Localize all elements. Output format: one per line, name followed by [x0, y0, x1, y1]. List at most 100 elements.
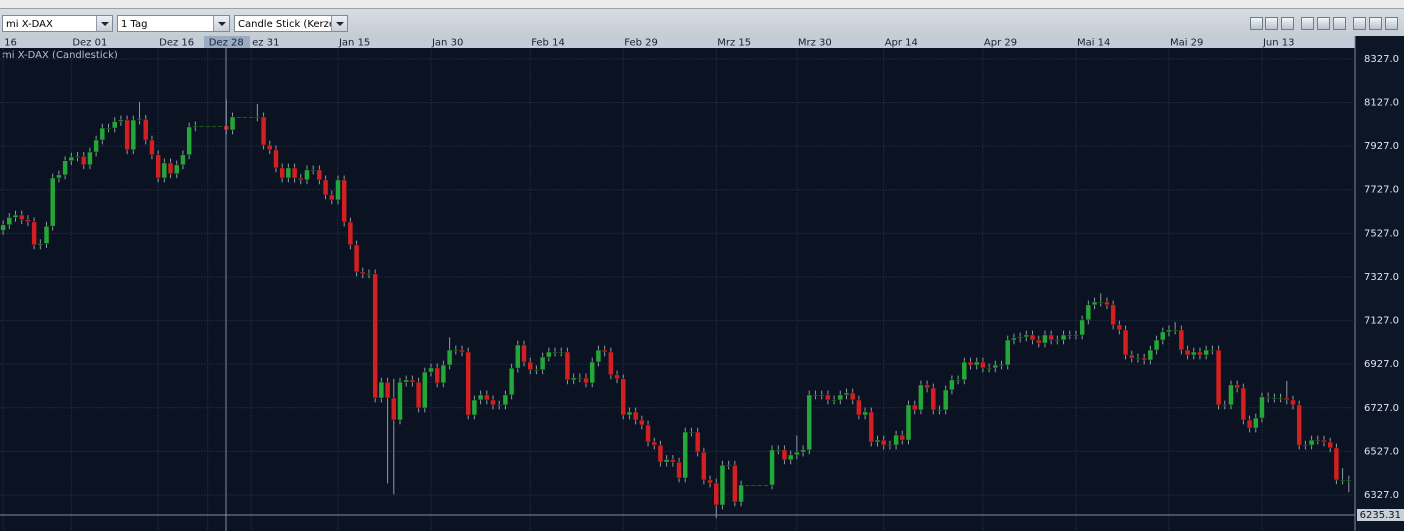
symbol-text: mi X-DAX [6, 19, 53, 30]
candle-body [1079, 319, 1085, 336]
y-tick-label: 7127.0 [1364, 316, 1399, 327]
candle-body [142, 119, 149, 141]
candle-body [186, 126, 192, 156]
candle-body [639, 419, 645, 426]
candle-body [1315, 439, 1321, 442]
tool-button[interactable] [1369, 17, 1382, 30]
candle-body [967, 361, 974, 366]
tool-button[interactable] [1250, 17, 1263, 30]
candle-body [874, 439, 881, 443]
candle-body [670, 459, 676, 463]
candle-body [0, 224, 6, 231]
candle-body [1029, 334, 1036, 341]
candle-body [310, 169, 316, 172]
value-marker-box [1357, 509, 1404, 522]
candle-body [843, 392, 850, 396]
y-tick-label: 6327.0 [1364, 490, 1399, 501]
candle-body [663, 459, 670, 463]
tool-button[interactable] [1333, 17, 1346, 30]
candle-body [1129, 354, 1135, 359]
candle-body [68, 156, 75, 161]
candle-body [539, 356, 546, 371]
candle-body [961, 361, 968, 381]
candle-body [198, 125, 205, 128]
style-select[interactable]: Candle Stick (Kerze [234, 15, 348, 32]
candle-body [471, 399, 478, 416]
candle-body [422, 371, 428, 409]
candle-body [204, 125, 211, 128]
candle-body [1116, 324, 1123, 331]
interval-select[interactable]: 1 Tag [117, 15, 230, 32]
candle-body [353, 244, 360, 273]
candle-body [477, 394, 484, 401]
candle-body [1073, 334, 1079, 337]
candle-body [136, 119, 143, 121]
x-tick-label: Feb 14 [531, 38, 565, 49]
candle-body [818, 394, 825, 397]
tool-button[interactable] [1317, 17, 1330, 30]
candle-body [1284, 397, 1290, 401]
symbol-select[interactable]: mi X-DAX [2, 15, 113, 32]
tool-button[interactable] [1385, 17, 1398, 30]
candle-body [837, 394, 844, 401]
candle-body [316, 169, 323, 181]
candle-body [880, 439, 887, 446]
candle-body [335, 179, 341, 201]
candle-body [527, 361, 533, 371]
candle-body [986, 367, 992, 370]
x-tick-label: Jan 15 [338, 38, 370, 49]
tool-button[interactable] [1265, 17, 1278, 30]
candle-body [12, 214, 19, 218]
candle-body [1091, 301, 1098, 306]
candle-body [1166, 329, 1172, 333]
candle-body [806, 394, 813, 451]
candle-body [614, 374, 620, 380]
candle-body [1178, 329, 1185, 351]
y-tick-label: 6727.0 [1364, 403, 1399, 414]
candle-body [434, 367, 440, 384]
candle-body [347, 221, 354, 246]
candle-body [750, 484, 757, 487]
candle-body [366, 273, 372, 276]
candle-body [459, 349, 465, 353]
candle-body [626, 411, 633, 416]
tool-button[interactable] [1353, 17, 1366, 30]
tool-button[interactable] [1281, 17, 1294, 30]
candle-body [1333, 447, 1340, 481]
candle-body [242, 116, 248, 119]
candle-body [949, 379, 955, 391]
candle-body [49, 177, 56, 227]
candle-body [620, 378, 626, 416]
candle-body [911, 404, 918, 411]
candle-body [570, 377, 577, 381]
candle-body [6, 217, 13, 226]
x-tick-label: ez 31 [252, 38, 279, 49]
candle-body [149, 139, 155, 156]
candle-body [1321, 439, 1327, 443]
x-tick-label: Jun 13 [1262, 38, 1295, 49]
candle-body [1110, 304, 1116, 326]
tool-button[interactable] [1301, 17, 1314, 30]
candle-body [1253, 417, 1259, 429]
candle-body [1035, 339, 1042, 344]
candle-body [415, 381, 422, 409]
candle-body [645, 424, 651, 443]
candle-body [515, 344, 521, 369]
candle-body [694, 431, 701, 453]
top-strip [0, 0, 1404, 9]
candle-body [1147, 349, 1154, 361]
x-tick-label: Mai 29 [1170, 38, 1203, 49]
candle-body [825, 394, 831, 401]
candle-body [484, 394, 490, 401]
candle-body [862, 411, 868, 416]
candle-body [732, 464, 738, 503]
candle-body [719, 464, 726, 506]
candle-body [849, 392, 856, 401]
x-tick-label: 16 [4, 38, 17, 49]
candle-body [180, 154, 186, 166]
candle-body [1160, 331, 1166, 341]
candle-body [787, 454, 794, 461]
candle-body [322, 179, 329, 196]
candle-body [403, 379, 409, 383]
candle-body [341, 179, 347, 223]
